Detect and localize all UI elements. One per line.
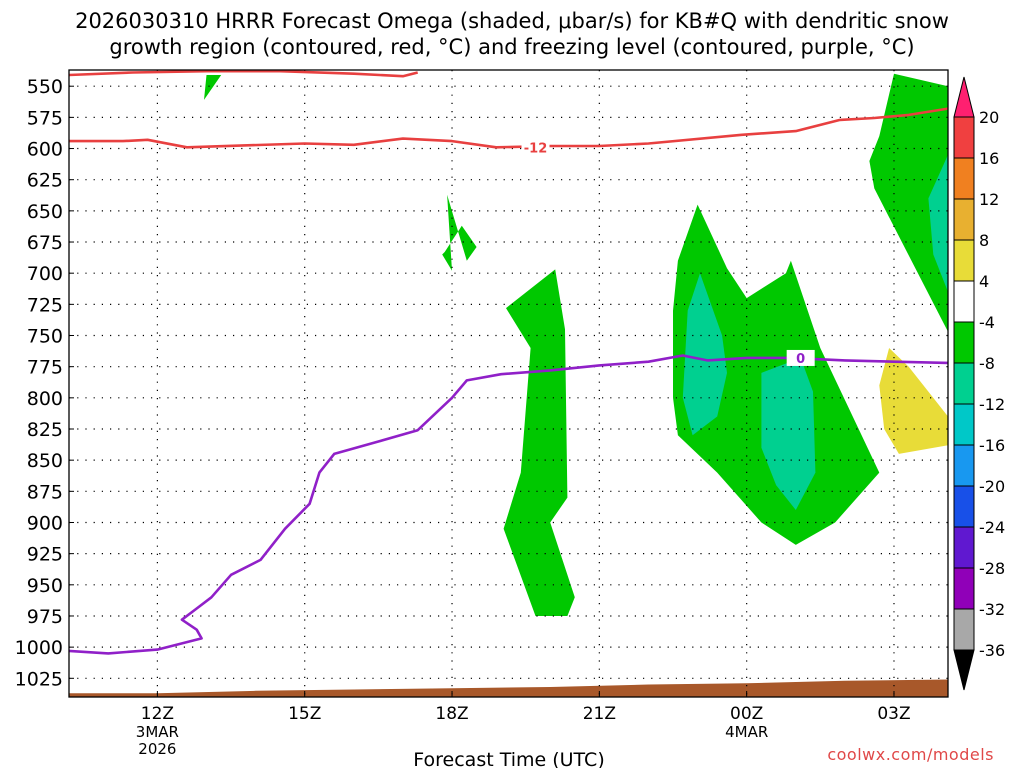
pressure-axis: 550 575 600 625 650 675 700 725 750 775 800 825 850 8… <box>15 76 74 690</box>
colorbar-box <box>953 198 975 241</box>
contour-dendritic-12c <box>69 107 948 149</box>
x-axis-label: Forecast Time (UTC) <box>413 749 604 768</box>
y-tick-label: 700 <box>27 263 63 285</box>
omega-region-8 <box>879 348 948 454</box>
y-tick-label: 800 <box>27 388 63 410</box>
chart-title: 2026030310 HRRR Forecast Omega (shaded, … <box>0 8 1024 60</box>
omega-shading-layer <box>204 73 948 616</box>
x-tick-date: 3MAR <box>136 723 179 741</box>
y-tick-label: 675 <box>27 232 63 254</box>
omega-region-4 <box>869 73 948 332</box>
contour-label-bg <box>786 349 815 366</box>
colorbar-label: -16 <box>979 436 1005 455</box>
y-tick-label: 925 <box>27 544 63 566</box>
contour-dendritic-18c-top-edge- <box>69 70 419 78</box>
x-tick-year: 2026 <box>138 740 176 758</box>
y-tick-label: 875 <box>27 481 63 503</box>
colorbar: 20 16 12 8 4 -4 -8 -12 -16 -20 -24 -28 -32 -36 <box>953 76 1005 691</box>
colorbar-box <box>953 157 975 200</box>
colorbar-label: 20 <box>979 108 999 127</box>
colorbar-label: -20 <box>979 477 1005 496</box>
colorbar-box <box>953 362 975 405</box>
x-tick-label: 12Z <box>141 704 174 724</box>
contour-freezing-level-0c <box>69 354 948 655</box>
colorbar-label: 16 <box>979 149 999 168</box>
contour-label: -12 <box>524 141 548 156</box>
colorbar-box <box>953 444 975 487</box>
x-tick-date: 4MAR <box>725 723 768 741</box>
colorbar-box <box>953 567 975 610</box>
colorbar-box <box>953 280 975 323</box>
omega-region-6 <box>761 357 816 510</box>
colorbar-label: -32 <box>979 600 1005 619</box>
y-tick-label: 775 <box>27 357 63 379</box>
colorbar-label: 4 <box>979 272 989 291</box>
omega-region-7 <box>928 154 948 292</box>
ground-fill <box>69 679 948 697</box>
colorbar-label: -36 <box>979 641 1005 660</box>
ground-terrain-layer <box>69 679 948 697</box>
y-tick-label: 850 <box>27 450 63 472</box>
colorbar-label: -8 <box>979 354 995 373</box>
colorbar-box <box>953 403 975 446</box>
y-tick-label: 725 <box>27 294 63 316</box>
omega-region-0 <box>204 75 222 100</box>
omega-region-1 <box>442 194 477 271</box>
y-tick-label: 650 <box>27 201 63 223</box>
colorbar-box <box>953 526 975 569</box>
y-tick-label: 575 <box>27 107 63 129</box>
y-tick-label: 975 <box>27 606 63 628</box>
colorbar-label: 8 <box>979 231 989 250</box>
y-tick-label: 600 <box>27 139 63 161</box>
plot-frame <box>68 69 949 698</box>
y-tick-label: 625 <box>27 170 63 192</box>
credit-text: coolwx.com/models <box>827 745 994 764</box>
x-tick-label: 18Z <box>435 704 468 724</box>
x-tick-label: 15Z <box>288 704 321 724</box>
contour-label: 0 <box>796 352 805 367</box>
contour-label-bg <box>521 139 550 156</box>
y-tick-label: 1025 <box>15 668 63 690</box>
x-tick-label: 00Z <box>730 704 763 724</box>
colorbar-box <box>953 116 975 159</box>
colorbar-box <box>953 485 975 528</box>
colorbar-top-arrow <box>953 76 975 118</box>
x-tick-label: 21Z <box>583 704 616 724</box>
colorbar-label: -12 <box>979 395 1005 414</box>
x-tick-label: 03Z <box>877 704 910 724</box>
colorbar-bottom-arrow <box>953 649 975 691</box>
y-tick-label: 750 <box>27 326 63 348</box>
colorbar-label: 12 <box>979 190 999 209</box>
y-tick-label: 900 <box>27 512 63 534</box>
colorbar-box <box>953 321 975 364</box>
title-line-1: 2026030310 HRRR Forecast Omega (shaded, … <box>75 9 949 33</box>
y-tick-label: 550 <box>27 76 63 98</box>
y-tick-label: 1000 <box>15 637 63 659</box>
omega-region-2 <box>503 269 575 616</box>
colorbar-box <box>953 239 975 282</box>
title-line-2: growth region (contoured, red, °C) and f… <box>109 35 915 59</box>
colorbar-label: -24 <box>979 518 1005 537</box>
omega-region-5 <box>682 273 727 436</box>
colorbar-box <box>953 608 975 651</box>
y-tick-label: 825 <box>27 419 63 441</box>
y-tick-label: 950 <box>27 575 63 597</box>
contour-layer: -12 0 <box>69 70 948 655</box>
colorbar-label: -4 <box>979 313 995 332</box>
colorbar-label: -28 <box>979 559 1005 578</box>
